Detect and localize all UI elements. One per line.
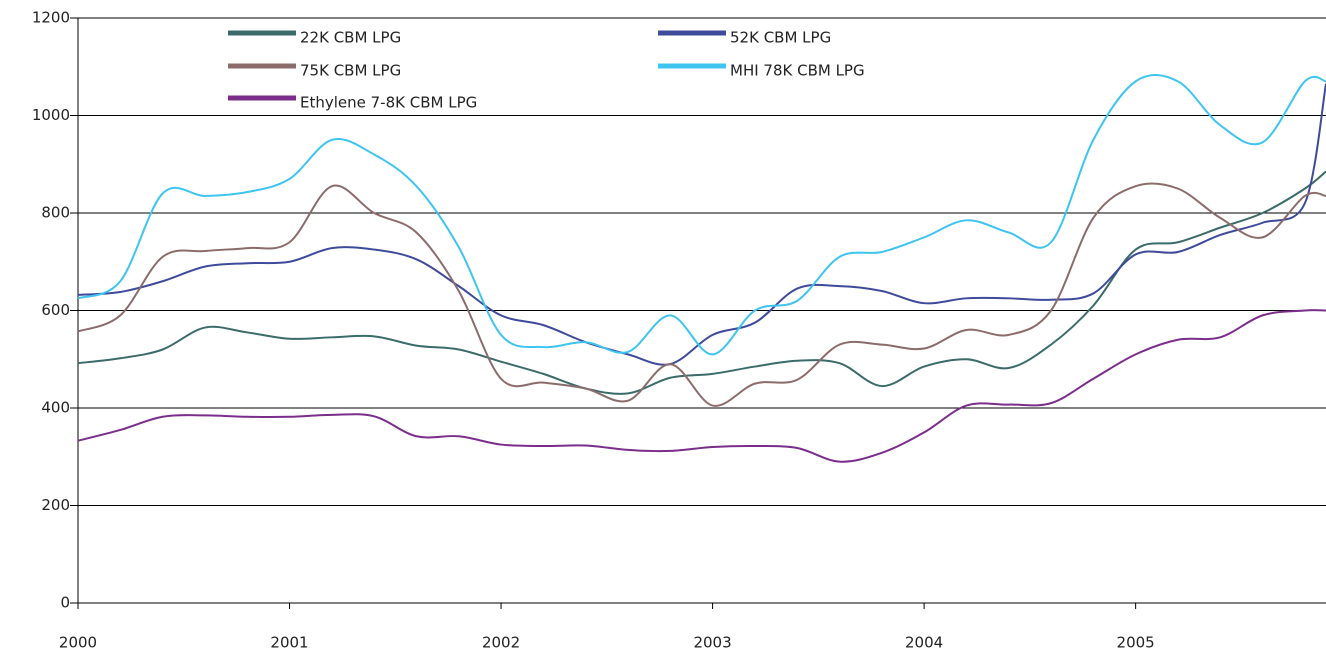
x-tick-label: 2000 [59,634,97,652]
y-tick-label: 200 [41,496,70,514]
legend-label: 22K CBM LPG [300,29,401,47]
x-tick-label: 2004 [905,634,943,652]
x-tick-label: 2003 [693,634,731,652]
series-line [77,309,1326,463]
series-line [77,83,1326,366]
x-tick-label: 2002 [482,634,520,652]
legend-label: 52K CBM LPG [730,29,831,47]
series-line [77,170,1326,395]
legend-label: MHI 78K CBM LPG [730,62,865,80]
y-tick-label: 0 [60,594,70,612]
y-tick-label: 1000 [32,106,70,124]
legend-label: Ethylene 7-8K CBM LPG [300,94,477,112]
y-tick-label: 400 [41,399,70,417]
x-tick-label: 2005 [1117,634,1155,652]
series-line [77,182,1326,407]
y-tick-label: 600 [41,301,70,319]
legend-label: 75K CBM LPG [300,62,401,80]
y-tick-label: 800 [41,204,70,222]
x-tick-label: 2001 [270,634,308,652]
y-tick-label: 1200 [32,9,70,27]
series-line [77,73,1326,356]
